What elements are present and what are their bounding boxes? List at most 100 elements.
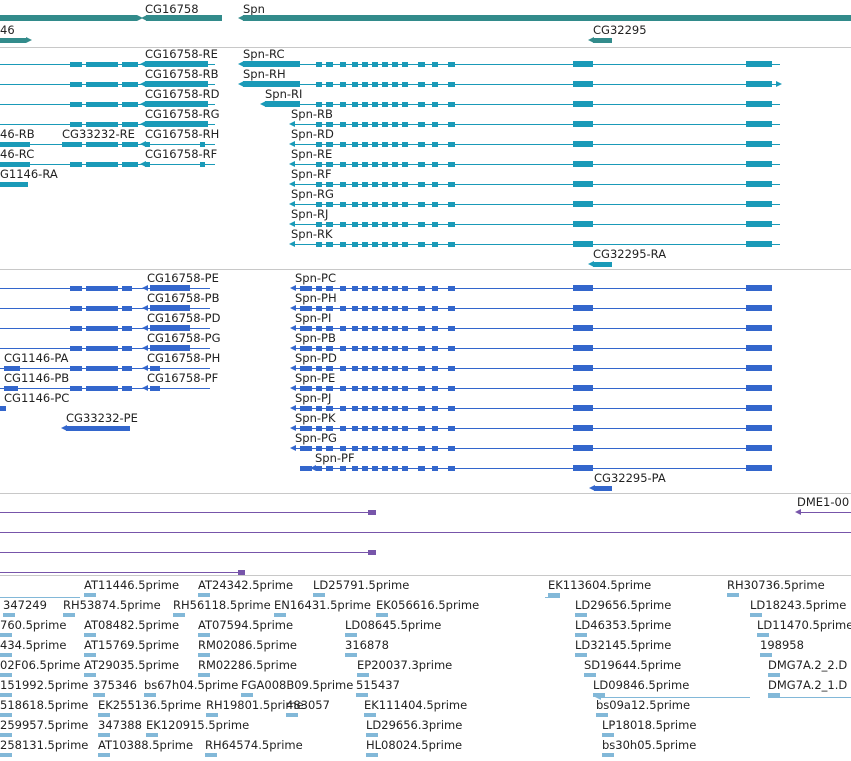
protein-label[interactable]: Spn-PK (295, 411, 336, 425)
protein-label[interactable]: Spn-PI (295, 311, 332, 325)
est-label[interactable]: RH53874.5prime (63, 598, 161, 612)
est-label[interactable]: LD11470.5prime (757, 618, 851, 632)
est-label[interactable]: LD25791.5prime (313, 578, 410, 592)
protein-label[interactable]: CG1146-PA (4, 351, 69, 365)
est-label[interactable]: 02F06.5prime (0, 658, 81, 672)
gene-label-cg1146[interactable]: 46 (0, 23, 15, 37)
est-label[interactable]: AT11446.5prime (84, 578, 180, 592)
protein-label[interactable]: Spn-PG (295, 431, 337, 445)
protein-label[interactable]: CG16758-PF (147, 371, 219, 385)
protein-label[interactable]: CG1146-PC (4, 391, 70, 405)
transcript-label[interactable]: CG33232-RE (62, 127, 135, 141)
transcript-label[interactable]: Spn-RE (291, 147, 333, 161)
protein-label[interactable]: CG16758-PB (147, 291, 220, 305)
est-label[interactable]: EK255136.5prime (98, 698, 202, 712)
est-label[interactable]: bs30h05.5prime (602, 738, 697, 752)
est-label[interactable]: LD09846.5prime (593, 678, 690, 692)
est-label[interactable]: AT24342.5prime (198, 578, 294, 592)
est-label[interactable]: 760.5prime (0, 618, 67, 632)
est-label[interactable]: 151992.5prime (0, 678, 89, 692)
protein-label[interactable]: Spn-PF (315, 451, 355, 465)
est-label[interactable]: RM02286.5prime (198, 658, 297, 672)
est-label[interactable]: 258131.5prime (0, 738, 89, 752)
transcript-label[interactable]: Spn-RJ (291, 207, 329, 221)
transcript-label[interactable]: CG16758-RE (145, 47, 218, 61)
est-label[interactable]: LD08645.5prime (345, 618, 442, 632)
protein-label[interactable]: CG1146-PB (4, 371, 70, 385)
protein-label[interactable]: Spn-PH (295, 291, 337, 305)
est-label[interactable]: LD18243.5prime (750, 598, 847, 612)
transcript-label[interactable]: Spn-RB (291, 107, 333, 121)
protein-label[interactable]: Spn-PB (295, 331, 336, 345)
gene-label-cg32295[interactable]: CG32295 (593, 23, 647, 37)
est-label[interactable]: DMG7A.2_1.D (768, 678, 848, 692)
transcript-label[interactable]: CG32295-RA (593, 247, 667, 261)
est-label[interactable]: LD32145.5prime (575, 638, 672, 652)
est-label[interactable]: EN16431.5prime (274, 598, 371, 612)
transcript-label[interactable]: 46-RC (0, 147, 35, 161)
transcript-label[interactable]: Spn-RF (291, 167, 332, 181)
gene-label-cg16758[interactable]: CG16758 (145, 2, 199, 16)
est-label[interactable]: LD29656.5prime (575, 598, 672, 612)
protein-label[interactable]: CG16758-PH (147, 351, 221, 365)
est-label[interactable]: RH19801.5prime (206, 698, 304, 712)
transcript-label[interactable]: CG16758-RD (145, 87, 220, 101)
est-label[interactable]: EK056616.5prime (376, 598, 480, 612)
est-label[interactable]: 483057 (286, 698, 330, 712)
transcript-label[interactable]: Spn-RH (243, 67, 286, 81)
protein-label[interactable]: Spn-PD (295, 351, 337, 365)
est-label[interactable]: RH30736.5prime (727, 578, 825, 592)
protein-label[interactable]: Spn-PJ (295, 391, 332, 405)
est-label[interactable]: RH56118.5prime (173, 598, 271, 612)
protein-label[interactable]: CG16758-PD (147, 311, 221, 325)
est-label[interactable]: EP20037.3prime (357, 658, 453, 672)
est-label[interactable]: SD19644.5prime (584, 658, 682, 672)
est-label[interactable]: AT10388.5prime (98, 738, 194, 752)
protein-label[interactable]: CG16758-PE (147, 271, 219, 285)
est-label[interactable]: EK120915.5prime (146, 718, 250, 732)
transcript-label[interactable]: CG16758-RB (145, 67, 219, 81)
est-label[interactable]: 434.5prime (0, 638, 67, 652)
transcript-label[interactable]: CG16758-RG (145, 107, 220, 121)
est-label[interactable]: RM02086.5prime (198, 638, 297, 652)
transcript-label[interactable]: G1146-RA (0, 167, 58, 181)
gene-label-spn[interactable]: Spn (243, 2, 265, 16)
protein-label[interactable]: CG16758-PG (147, 331, 221, 345)
protein-label[interactable]: Spn-PC (295, 271, 337, 285)
est-label[interactable]: HL08024.5prime (366, 738, 463, 752)
protein-label[interactable]: Spn-PE (295, 371, 336, 385)
transcript-label[interactable]: Spn-RC (243, 47, 285, 61)
est-label[interactable]: 347388 (98, 718, 142, 732)
transcript-label[interactable]: Spn-RD (291, 127, 334, 141)
est-label[interactable]: EK111404.5prime (364, 698, 468, 712)
est-label[interactable]: bs67h04.5prime (144, 678, 239, 692)
est-label[interactable]: 347249 (3, 598, 47, 612)
transcript-label[interactable]: Spn-RG (291, 187, 334, 201)
est-label[interactable]: RH64574.5prime (205, 738, 303, 752)
transcript-label[interactable]: 46-RB (0, 127, 35, 141)
est-label[interactable]: 518618.5prime (0, 698, 89, 712)
repeat-label[interactable]: DME1-00 (797, 495, 850, 509)
est-label[interactable]: AT15769.5prime (84, 638, 180, 652)
transcript-label[interactable]: CG16758-RF (145, 147, 218, 161)
est-label[interactable]: 259957.5prime (0, 718, 89, 732)
transcript-label[interactable]: CG16758-RH (145, 127, 220, 141)
est-label[interactable]: LP18018.5prime (602, 718, 697, 732)
est-label[interactable]: AT29035.5prime (84, 658, 180, 672)
est-label[interactable]: LD46353.5prime (575, 618, 672, 632)
transcript-label[interactable]: Spn-RI (265, 87, 303, 101)
est-label[interactable]: AT08482.5prime (84, 618, 180, 632)
est-label[interactable]: bs09a12.5prime (596, 698, 691, 712)
transcript-label[interactable]: Spn-RK (291, 227, 333, 241)
est-label[interactable]: DMG7A.2_2.D (768, 658, 848, 672)
est-label[interactable]: 316878 (345, 638, 389, 652)
est-label[interactable]: LD29656.3prime (366, 718, 463, 732)
est-label[interactable]: AT07594.5prime (198, 618, 294, 632)
est-label[interactable]: EK113604.5prime (548, 578, 652, 592)
protein-label[interactable]: CG32295-PA (594, 471, 666, 485)
est-label[interactable]: 515437 (356, 678, 400, 692)
est-label[interactable]: 198958 (760, 638, 804, 652)
est-label[interactable]: 375346 (93, 678, 137, 692)
est-label[interactable]: FGA008B09.5prime (241, 678, 354, 692)
protein-label[interactable]: CG33232-PE (66, 411, 138, 425)
